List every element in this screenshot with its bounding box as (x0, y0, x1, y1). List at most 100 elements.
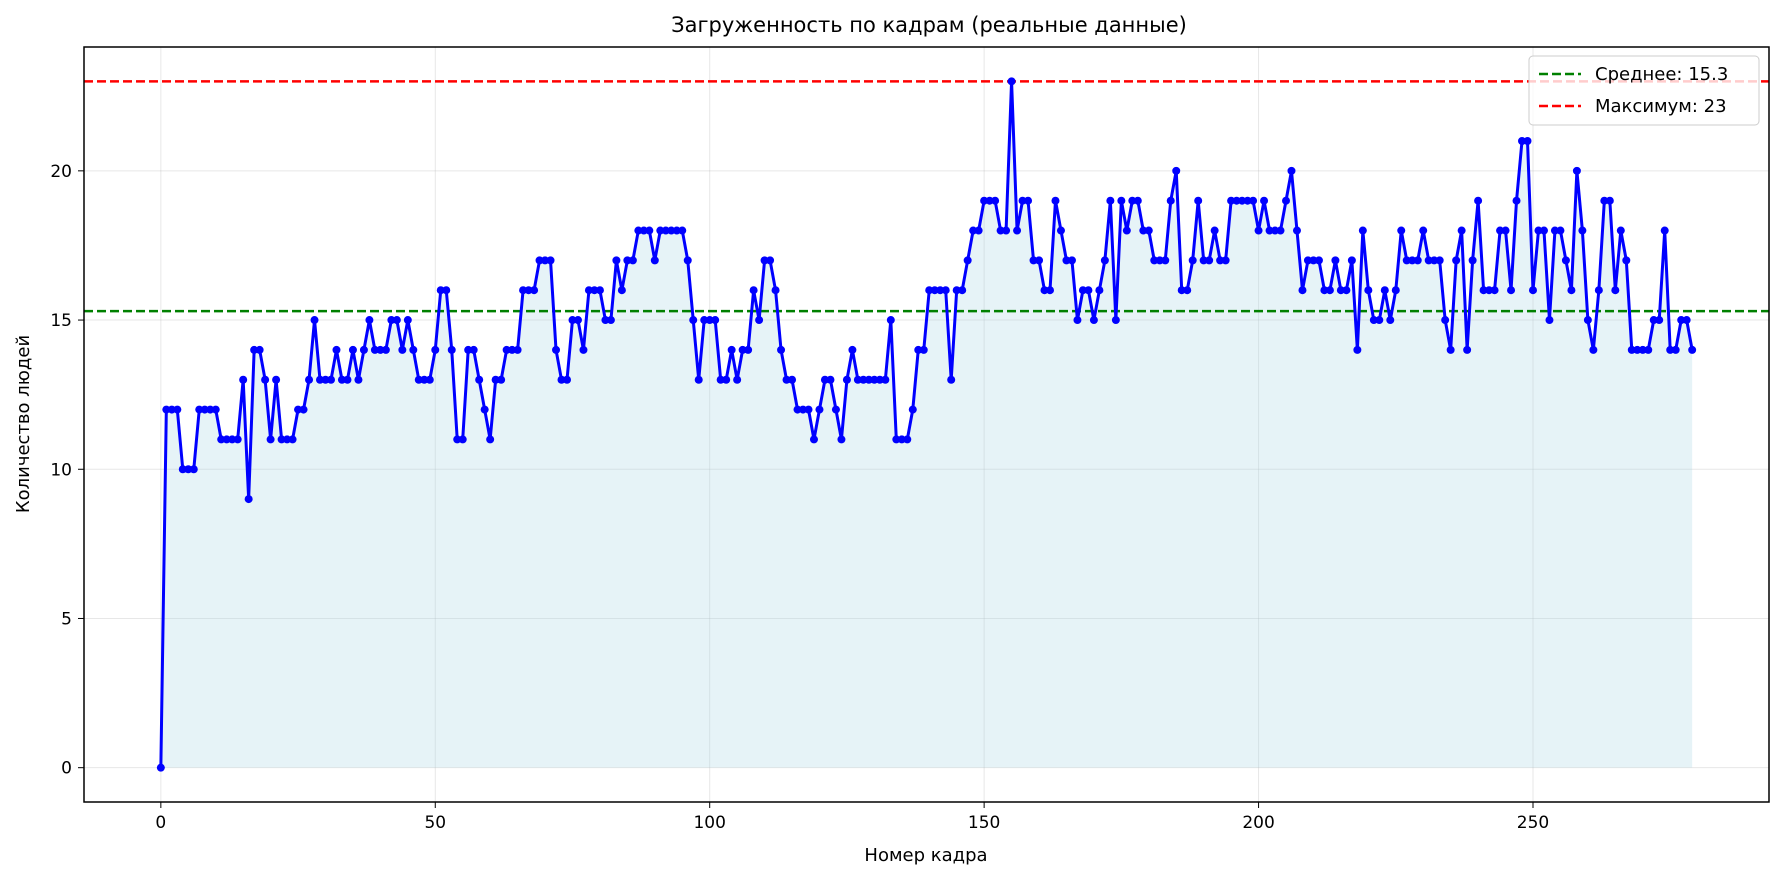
data-point (1518, 137, 1527, 145)
data-point (661, 226, 670, 235)
plot-frame (83, 46, 1770, 803)
data-point (244, 495, 253, 504)
data-point (1018, 196, 1027, 205)
data-point (1660, 226, 1669, 235)
data-point (1232, 196, 1241, 205)
data-point (749, 286, 758, 295)
data-point (1616, 226, 1625, 235)
data-point (239, 375, 248, 384)
area-fill-layer (160, 81, 1693, 768)
data-point (1320, 286, 1329, 295)
data-point (1051, 196, 1060, 205)
data-point (1150, 256, 1159, 265)
data-point (590, 286, 599, 295)
data-point (195, 405, 204, 414)
data-point (875, 375, 884, 384)
data-point (639, 226, 648, 235)
data-point (1589, 345, 1598, 354)
data-point (420, 375, 429, 384)
data-point (1265, 226, 1274, 235)
data-point (431, 345, 440, 354)
data-point (612, 256, 621, 265)
data-point (689, 316, 698, 325)
data-point (222, 435, 231, 444)
data-point (952, 286, 961, 295)
data-point (1243, 196, 1252, 205)
data-point (392, 316, 401, 325)
data-point (1424, 256, 1433, 265)
x-tick-label: 100 (693, 813, 725, 833)
data-point (1303, 256, 1312, 265)
data-point (1276, 226, 1285, 235)
data-point (925, 286, 934, 295)
data-point (1106, 196, 1115, 205)
legend-label-mean: Среднее: 15.3 (1595, 64, 1728, 85)
data-point (1375, 316, 1384, 325)
data-point (1035, 256, 1044, 265)
data-point (1227, 196, 1236, 205)
data-point (1309, 256, 1318, 265)
data-point (508, 345, 517, 354)
data-point (1655, 316, 1664, 325)
data-point (1369, 316, 1378, 325)
data-point (359, 345, 368, 354)
data-point (1287, 166, 1296, 175)
data-point (398, 345, 407, 354)
data-point (716, 375, 725, 384)
data-point (442, 286, 451, 295)
data-point (530, 286, 539, 295)
data-point (617, 286, 626, 295)
data-point (310, 316, 319, 325)
data-point (1364, 286, 1373, 295)
data-point (727, 345, 736, 354)
data-point (595, 286, 604, 295)
data-point (348, 345, 357, 354)
data-point (1468, 256, 1477, 265)
x-axis-title: Номер кадра (864, 845, 987, 866)
data-point (1347, 256, 1356, 265)
data-point (552, 345, 561, 354)
data-point (343, 375, 352, 384)
data-point (1600, 196, 1609, 205)
data-point (1490, 286, 1499, 295)
data-point (250, 345, 259, 354)
data-point (930, 286, 939, 295)
data-point (321, 375, 330, 384)
y-tick-label: 20 (50, 162, 72, 182)
data-point (425, 375, 434, 384)
data-point (178, 465, 187, 474)
data-point (1128, 196, 1137, 205)
data-point (782, 375, 791, 384)
data-point (744, 345, 753, 354)
data-point (1210, 226, 1219, 235)
data-point (1457, 226, 1466, 235)
data-point (1446, 345, 1455, 354)
data-point (1638, 345, 1647, 354)
data-point (519, 286, 528, 295)
data-point (486, 435, 495, 444)
data-point (206, 405, 215, 414)
data-point (1013, 226, 1022, 235)
data-point (584, 286, 593, 295)
data-point (1501, 226, 1510, 235)
data-point (211, 405, 220, 414)
data-point (184, 465, 193, 474)
data-point (414, 375, 423, 384)
data-point (1271, 226, 1280, 235)
data-point (799, 405, 808, 414)
data-point (233, 435, 242, 444)
data-point (1024, 196, 1033, 205)
data-point (700, 316, 709, 325)
data-point (228, 435, 237, 444)
data-point (1325, 286, 1334, 295)
data-point (755, 316, 764, 325)
data-point (1380, 286, 1389, 295)
y-axis-title: Количество людей (13, 335, 34, 513)
x-tick-label: 0 (155, 813, 166, 833)
data-point (277, 435, 286, 444)
data-point (1550, 226, 1559, 235)
data-point (1627, 345, 1636, 354)
data-point (1254, 226, 1263, 235)
data-point (1452, 256, 1461, 265)
